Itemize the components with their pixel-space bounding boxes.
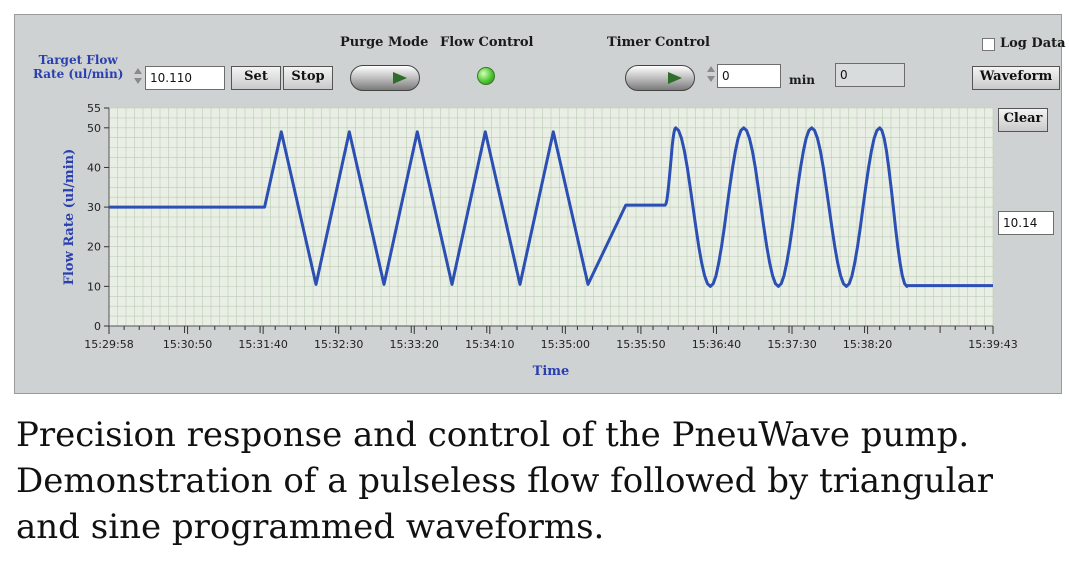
y-tick-label: 55 [87, 102, 101, 115]
x-tick-label: 15:32:30 [314, 338, 363, 351]
flow-rate-series-line [109, 126, 993, 288]
clear-button[interactable]: Clear [998, 108, 1048, 132]
purge-mode-toggle[interactable] [350, 65, 420, 91]
caption-line-2: Demonstration of a pulseless flow follow… [16, 461, 994, 501]
target-flow-label-line1: Target Flow [38, 53, 118, 67]
chart-grid [108, 107, 994, 327]
target-flow-label-line2: Rate (ul/min) [33, 67, 124, 81]
x-tick-label: 15:37:30 [767, 338, 816, 351]
timer-readout: 0 [835, 63, 905, 87]
spin-up-icon[interactable] [707, 66, 715, 72]
set-button[interactable]: Set [231, 66, 281, 90]
figure-caption: Precision response and control of the Pn… [16, 412, 1056, 550]
purge-mode-label: Purge Mode [340, 35, 429, 50]
caption-line-1: Precision response and control of the Pn… [16, 415, 970, 455]
x-tick-label: 15:36:40 [692, 338, 741, 351]
log-data-checkbox[interactable] [982, 38, 995, 51]
caption-line-3: and sine programmed waveforms. [16, 507, 605, 547]
x-tick-label: 15:39:43 [968, 338, 1017, 351]
pump-control-panel: Target Flow Rate (ul/min) 10.110 Set Sto… [14, 14, 1066, 394]
chart-frame [108, 108, 993, 327]
x-axis-label: Time [533, 364, 570, 379]
x-tick-label: 15:31:40 [238, 338, 287, 351]
log-data-label: Log Data [1000, 36, 1066, 51]
y-tick-label: 10 [87, 280, 101, 293]
x-tick-label: 15:33:20 [390, 338, 439, 351]
flow-control-label: Flow Control [440, 35, 534, 50]
waveform-button[interactable]: Waveform [972, 66, 1060, 90]
x-tick-label: 15:29:58 [84, 338, 133, 351]
y-tick-label: 20 [87, 241, 101, 254]
timer-unit-label: min [789, 73, 815, 87]
play-icon [393, 72, 407, 84]
y-tick-label: 30 [87, 201, 101, 214]
flow-control-led [477, 67, 495, 85]
x-tick-label: 15:35:50 [616, 338, 665, 351]
y-tick-label: 0 [94, 320, 101, 333]
timer-input[interactable]: 0 [717, 64, 781, 88]
stop-button[interactable]: Stop [283, 66, 333, 90]
target-flow-input[interactable]: 10.110 [145, 66, 225, 90]
x-tick-label: 15:35:00 [541, 338, 590, 351]
spin-up-icon[interactable] [134, 68, 142, 74]
target-flow-label: Target Flow Rate (ul/min) [33, 53, 123, 81]
y-axis-label: Flow Rate (ul/min) [62, 149, 77, 285]
timer-spinner[interactable] [706, 63, 716, 87]
x-tick-label: 15:34:10 [465, 338, 514, 351]
timer-control-label: Timer Control [607, 35, 710, 50]
x-tick-label: 15:30:50 [163, 338, 212, 351]
play-icon [668, 72, 682, 84]
timer-control-toggle[interactable] [625, 65, 695, 91]
spin-down-icon[interactable] [707, 76, 715, 82]
target-flow-spinner[interactable] [133, 65, 143, 89]
x-tick-label: 15:38:20 [843, 338, 892, 351]
y-tick-label: 50 [87, 122, 101, 135]
y-axis: 0 10 20 30 40 50 55 [87, 102, 109, 333]
x-axis: 15:29:58 15:30:50 15:31:40 15:32:30 15:33:20… [84, 326, 1018, 351]
y-tick-label: 40 [87, 161, 101, 174]
current-value-display: 10.14 [998, 211, 1054, 235]
spin-down-icon[interactable] [134, 78, 142, 84]
